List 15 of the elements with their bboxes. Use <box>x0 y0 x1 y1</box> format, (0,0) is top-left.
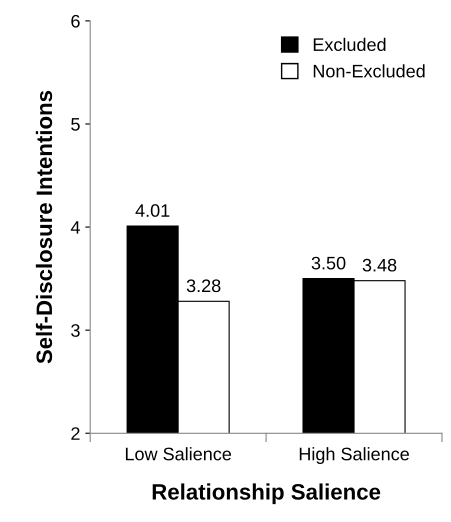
data-label: 4.01 <box>135 204 170 217</box>
legend-label: Excluded <box>314 38 386 52</box>
x-axis-title: Relationship Salience <box>152 483 380 504</box>
y-tick-label: 6 <box>71 14 80 28</box>
y-tick-label: 5 <box>71 118 80 131</box>
y-tick-label: 4 <box>70 221 80 234</box>
y-tick-label: 2 <box>71 427 80 440</box>
data-label: 3.48 <box>362 258 396 272</box>
x-tick-label: High Salience <box>300 447 409 464</box>
data-label: 3.28 <box>186 279 220 292</box>
data-label: 3.50 <box>312 256 346 270</box>
y-axis-title: Self-Disclosure Intentions <box>36 90 52 364</box>
legend-label: Non-Excluded <box>314 64 425 78</box>
y-tick-label: 3 <box>71 324 80 337</box>
x-tick-label: Low Salience <box>126 447 232 460</box>
